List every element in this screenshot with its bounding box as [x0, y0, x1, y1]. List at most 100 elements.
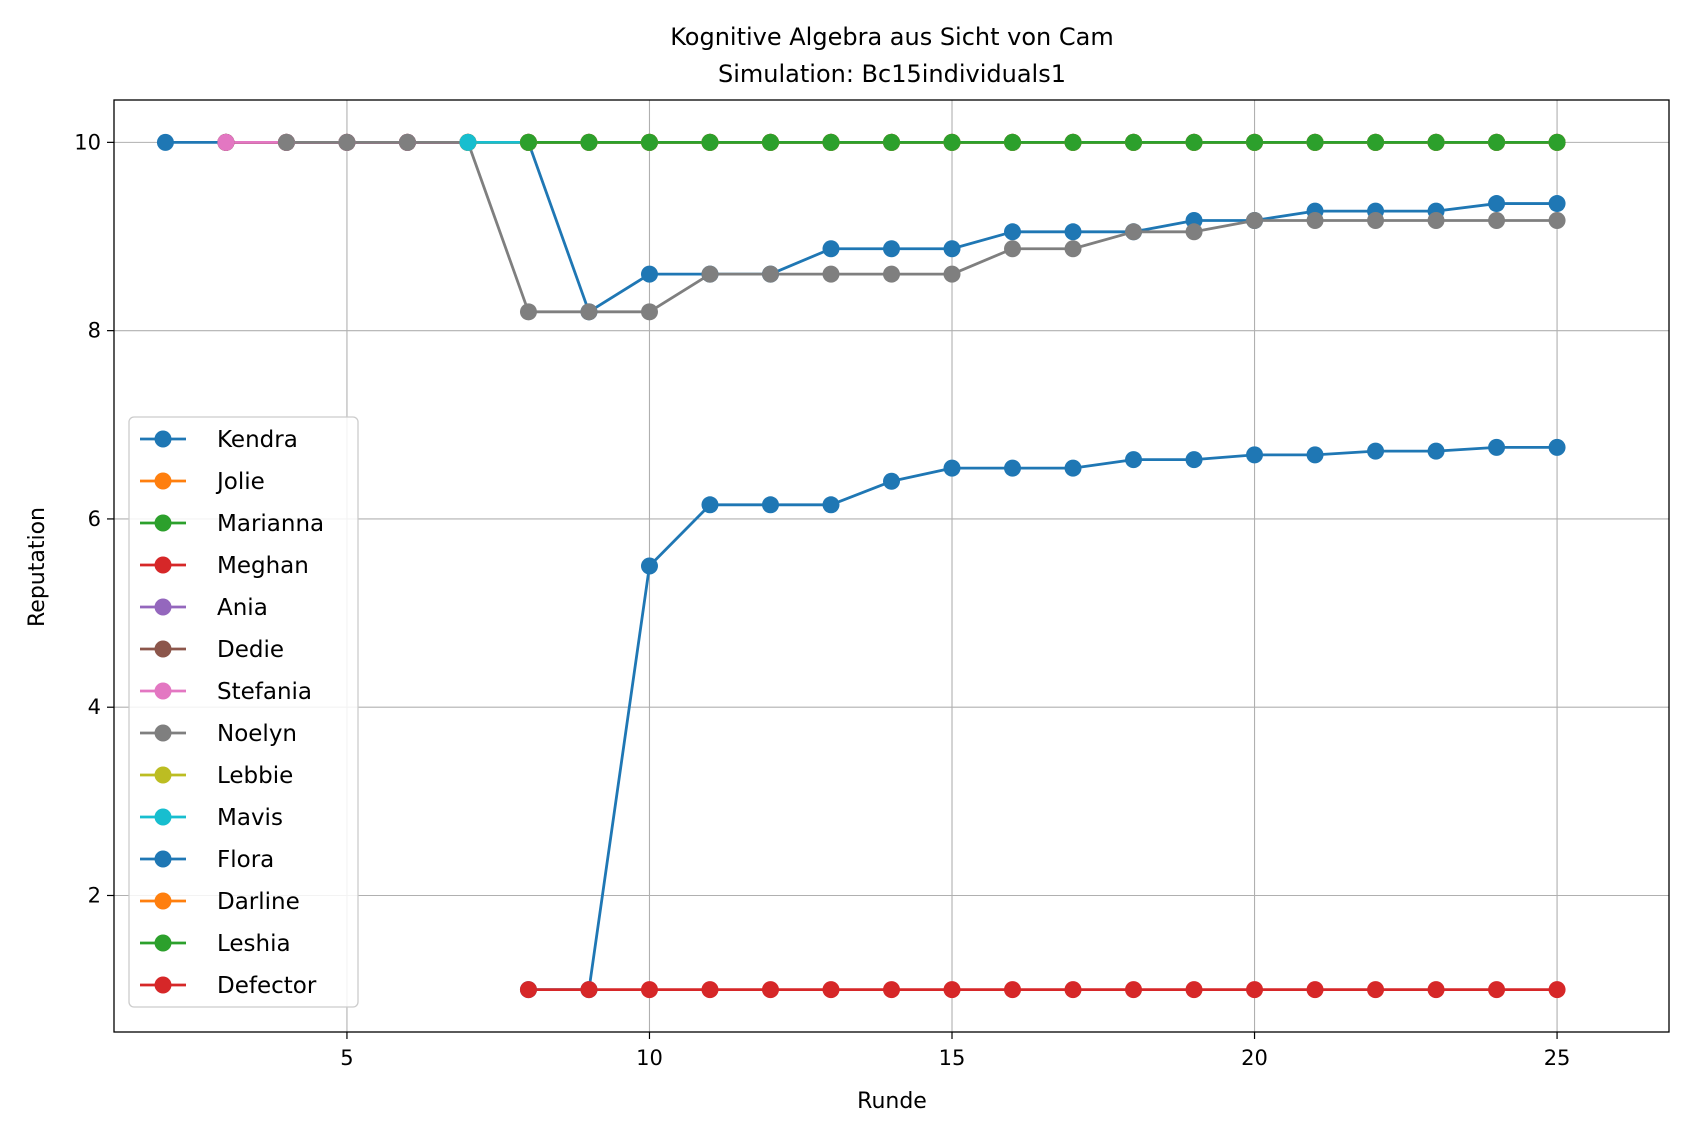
data-point-leshia: [1548, 133, 1566, 151]
legend-item-noelyn: Noelyn: [140, 721, 297, 747]
data-point-leshia: [1004, 133, 1022, 151]
x-tick-label: 5: [340, 1046, 353, 1070]
data-point-leshia: [1125, 133, 1143, 151]
data-point-leshia: [701, 133, 719, 151]
data-point-flora: [1064, 459, 1082, 477]
legend-item-ania: Ania: [140, 595, 268, 621]
legend-label: Stefania: [217, 679, 312, 705]
data-point-flora: [1004, 459, 1022, 477]
legend-label: Jolie: [215, 469, 265, 495]
legend-item-jolie: Jolie: [140, 469, 265, 495]
legend-label: Ania: [217, 595, 268, 621]
legend-item-flora: Flora: [140, 847, 274, 873]
data-point-defector: [1367, 981, 1385, 999]
legend-marker: [154, 850, 172, 868]
legend-item-darline: Darline: [140, 889, 300, 915]
data-point-noelyn: [338, 133, 356, 151]
data-point-kendra: [1064, 223, 1082, 241]
data-point-leshia: [580, 133, 598, 151]
data-point-defector: [701, 981, 719, 999]
data-point-noelyn: [1306, 212, 1324, 230]
data-point-noelyn: [701, 265, 719, 283]
data-point-flora: [1246, 446, 1264, 464]
data-point-flora: [883, 472, 900, 490]
data-point-defector: [761, 981, 779, 999]
data-point-defector: [640, 981, 658, 999]
legend-marker: [154, 430, 172, 448]
legend-marker: [154, 976, 172, 994]
x-tick-label: 10: [636, 1046, 663, 1070]
data-point-flora: [1306, 446, 1324, 464]
data-point-noelyn: [1367, 212, 1385, 230]
data-point-kendra: [1548, 195, 1566, 213]
data-point-defector: [822, 981, 840, 999]
data-point-leshia: [1427, 133, 1445, 151]
legend-label: Lebbie: [217, 763, 293, 789]
data-point-noelyn: [1125, 223, 1143, 241]
legend-marker: [154, 892, 172, 910]
data-point-leshia: [519, 133, 537, 151]
data-point-noelyn: [943, 265, 961, 283]
legend-marker: [154, 598, 172, 616]
legend-label: Kendra: [217, 427, 298, 453]
legend-label: Mavis: [217, 805, 283, 831]
data-point-defector: [883, 981, 900, 999]
data-point-leshia: [640, 133, 658, 151]
series-line-flora: [528, 445, 1558, 992]
legend-marker: [154, 556, 172, 574]
data-point-flora: [640, 557, 658, 575]
data-point-noelyn: [1185, 223, 1203, 241]
data-point-leshia: [1306, 133, 1324, 151]
data-point-noelyn: [1548, 212, 1566, 230]
y-tick-label: 8: [88, 319, 101, 343]
data-point-defector: [1548, 981, 1566, 999]
legend-label: Flora: [217, 847, 274, 873]
legend-marker: [154, 766, 172, 784]
data-point-flora: [761, 496, 779, 514]
data-point-defector: [1488, 981, 1506, 999]
y-tick-label: 4: [88, 695, 101, 719]
series-flora: [528, 445, 1558, 992]
data-point-kendra: [1488, 195, 1506, 213]
legend-label: Defector: [217, 973, 317, 999]
series-points-noelyn: [277, 133, 1566, 321]
legend-item-leshia: Leshia: [140, 931, 291, 957]
data-point-defector: [1427, 981, 1445, 999]
legend-item-marianna: Marianna: [140, 511, 324, 537]
data-point-noelyn: [1427, 212, 1445, 230]
x-tick-label: 15: [939, 1046, 966, 1070]
data-point-flora: [1548, 438, 1566, 456]
legend-marker: [154, 640, 172, 658]
data-point-flora: [943, 459, 961, 477]
data-point-noelyn: [1246, 212, 1264, 230]
legend-label: Marianna: [217, 511, 324, 537]
legend-item-meghan: Meghan: [140, 553, 309, 579]
series-points-defector: [519, 981, 1566, 999]
legend-label: Leshia: [217, 931, 291, 957]
y-tick-label: 2: [88, 883, 101, 907]
data-point-kendra: [883, 240, 900, 258]
x-axis-label: Runde: [857, 1089, 927, 1114]
data-point-leshia: [761, 133, 779, 151]
data-point-defector: [1306, 981, 1324, 999]
data-point-leshia: [1185, 133, 1203, 151]
legend-label: Meghan: [217, 553, 309, 579]
series-points-leshia: [519, 133, 1566, 151]
legend-item-stefania: Stefania: [140, 679, 312, 705]
legend-box: [128, 416, 359, 1008]
data-point-kendra: [640, 265, 658, 283]
y-axis-label: Reputation: [25, 507, 50, 627]
data-point-leshia: [883, 133, 900, 151]
data-point-flora: [1185, 451, 1203, 469]
legend-item-kendra: Kendra: [140, 427, 298, 453]
data-point-noelyn: [761, 265, 779, 283]
data-point-flora: [1488, 438, 1506, 456]
legend-marker: [154, 724, 172, 742]
data-point-noelyn: [883, 265, 900, 283]
y-tick-label: 10: [74, 130, 101, 154]
data-point-defector: [1004, 981, 1022, 999]
data-point-leshia: [1246, 133, 1264, 151]
legend-label: Dedie: [217, 637, 284, 663]
data-point-stefania: [217, 133, 235, 151]
